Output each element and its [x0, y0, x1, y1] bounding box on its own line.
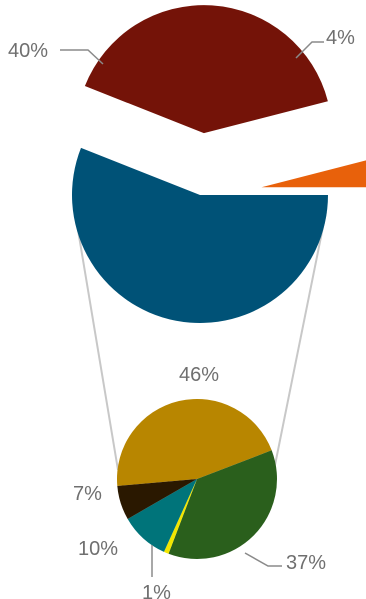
detail-pie-slice-2 — [163, 479, 197, 554]
data-labels: 40% 4% 46% 7% 10% 37% 1% — [8, 27, 355, 599]
leader-line-4 — [295, 41, 324, 59]
data-label-4: 4% — [326, 27, 355, 49]
connector-lines — [74, 211, 327, 471]
data-label-37: 37% — [286, 552, 326, 574]
detail-pie-slice-4 — [117, 479, 197, 519]
leader-line-37 — [244, 552, 282, 567]
connector-line-right — [273, 211, 327, 471]
main-pie — [71, 5, 366, 323]
detail-pie-slice-1 — [168, 450, 278, 559]
data-label-1: 1% — [142, 582, 171, 599]
data-label-46: 46% — [179, 364, 219, 386]
leader-line-40 — [60, 49, 104, 65]
leader-lines — [60, 41, 324, 577]
data-label-40: 40% — [8, 40, 48, 62]
connector-line-left — [74, 211, 119, 471]
detail-pie-slice-0 — [116, 399, 272, 486]
data-label-7: 7% — [73, 483, 102, 505]
detail-pie — [116, 399, 278, 559]
main-pie-slice-0 — [84, 5, 328, 134]
data-label-10: 10% — [78, 538, 118, 560]
detail-pie-slice-3 — [127, 479, 197, 552]
main-pie-slice-1 — [261, 160, 366, 188]
main-pie-slice-2 — [71, 147, 328, 323]
